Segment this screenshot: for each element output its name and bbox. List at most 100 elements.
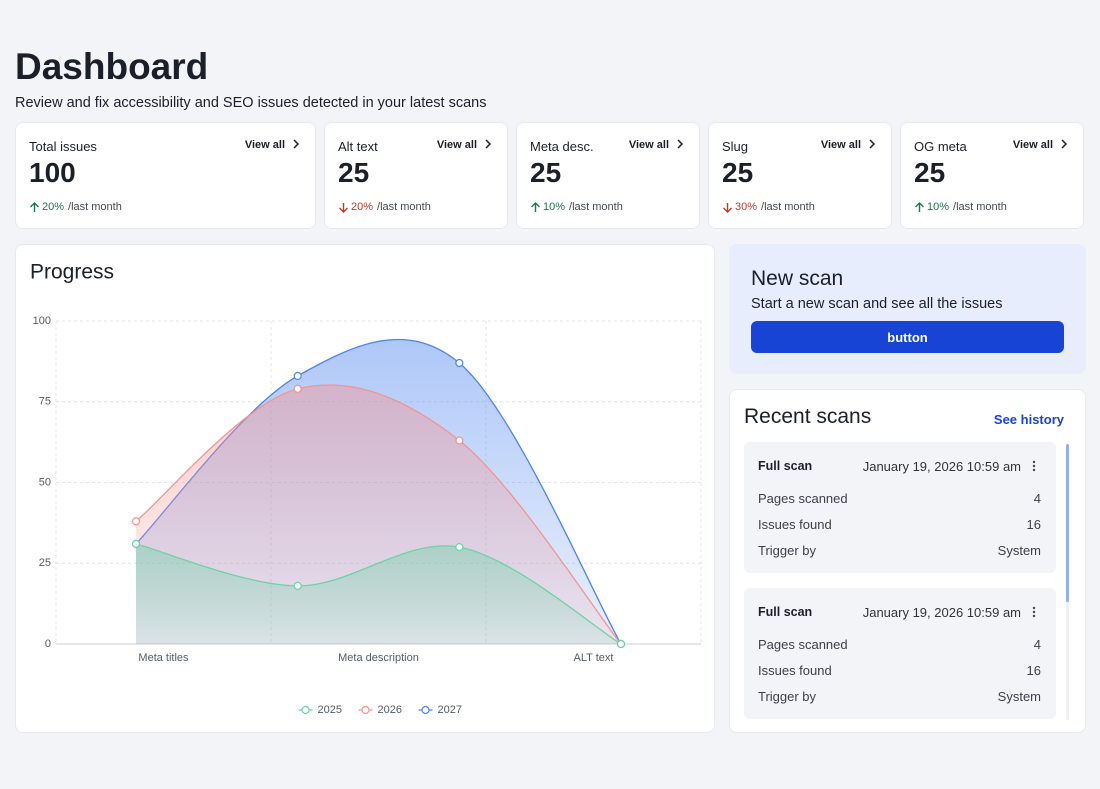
legend-label: 2027 <box>438 704 462 716</box>
y-tick-label: 100 <box>33 315 51 327</box>
x-tick-label: Meta description <box>338 652 419 664</box>
chevron <box>869 139 876 149</box>
change-period: /last month <box>953 201 1007 213</box>
y-tick-label: 50 <box>39 476 51 488</box>
dot <box>1032 468 1036 472</box>
stat-card: Alt text View all 25 20%/last month <box>324 122 508 229</box>
row-label: Trigger by <box>758 543 817 558</box>
change-period: /last month <box>569 201 623 213</box>
line <box>135 543 622 645</box>
point <box>293 581 302 590</box>
chevron-icon <box>1061 139 1068 149</box>
scan-item[interactable]: Full scan January 19, 2026 10:59 am Pages … <box>744 442 1056 573</box>
recent-scans-card: Recent scans See history Full scan Januar… <box>729 389 1086 733</box>
chevron-icon <box>677 139 684 149</box>
view-all-text: View all <box>1012 139 1053 151</box>
x-tick-label: ALT text <box>574 652 614 664</box>
scan-type: Full scan <box>758 605 813 619</box>
scan-row: Pages scanned 4 <box>758 637 1041 652</box>
stat-value: 25 <box>338 157 370 188</box>
dot <box>1032 460 1036 464</box>
page-subtitle: Review and fix accessibility and SEO iss… <box>15 95 487 111</box>
x-tick-label: Meta titles <box>138 652 189 664</box>
new-scan-text: Start a new scan and see all the issues <box>751 296 1003 312</box>
new-scan-card: New scan Start a new scan and see all th… <box>729 244 1086 374</box>
change-period: /last month <box>68 201 122 213</box>
point <box>293 371 302 381</box>
view-all-link[interactable]: View all <box>629 139 685 151</box>
chart-title: Progress <box>30 261 114 284</box>
row-label: Issues found <box>758 517 832 532</box>
arrow <box>915 201 924 212</box>
recent-scans-title: Recent scans <box>744 405 872 428</box>
scan-date: January 19, 2026 10:59 am <box>862 605 1021 620</box>
line <box>135 384 622 645</box>
point <box>616 639 626 649</box>
change-value: 30% <box>735 201 758 213</box>
stat-card: Slug View all 25 30%/last month <box>708 122 892 229</box>
arrow <box>723 202 732 213</box>
row-value: 4 <box>1033 637 1041 652</box>
chevron-icon <box>869 139 876 149</box>
stat-label: Alt text <box>338 139 378 154</box>
row-value: 16 <box>1026 663 1041 678</box>
page-title: Dashboard <box>15 46 209 87</box>
kebab-icon <box>1032 460 1036 472</box>
point <box>131 517 141 526</box>
row-label: Pages scanned <box>758 491 848 506</box>
scan-item[interactable]: Full scan January 19, 2026 10:59 am Pages … <box>744 588 1056 719</box>
stat-card: Meta desc. View all 25 10%/last month <box>516 122 700 229</box>
stat-change: 10%/last month <box>530 201 623 213</box>
trend-arrow <box>915 201 924 212</box>
scrollbar-thumb[interactable] <box>1066 444 1069 602</box>
chevron-icon <box>485 139 492 149</box>
legend-marker <box>301 705 310 715</box>
point <box>455 358 464 368</box>
trend-arrow <box>30 201 39 212</box>
scan-row: Issues found 16 <box>758 663 1041 678</box>
row-label: Pages scanned <box>758 637 848 652</box>
point <box>293 384 302 393</box>
stat-value: 25 <box>914 157 946 188</box>
stat-change: 20%/last month <box>338 201 431 213</box>
stat-label: Meta desc. <box>530 139 594 154</box>
arrow <box>30 201 39 212</box>
view-all-link[interactable]: View all <box>1013 139 1069 151</box>
scan-row: Trigger by System <box>758 543 1041 558</box>
chevron <box>677 139 684 149</box>
view-all-link[interactable]: View all <box>821 139 877 151</box>
change-value: 10% <box>927 201 950 213</box>
change-value: 10% <box>543 201 566 213</box>
legend-label: 2025 <box>318 704 342 716</box>
dot <box>1032 464 1036 468</box>
kebab-icon <box>1032 606 1036 618</box>
legend-marker <box>421 705 430 715</box>
y-tick-label: 25 <box>39 557 51 569</box>
new-scan-button[interactable]: button <box>751 321 1064 353</box>
progress-card: Progress 0 25 50 75 100 Meta titles Meta descr… <box>15 244 715 733</box>
stat-card: Total issues View all 100 20%/last month <box>15 122 316 229</box>
scan-list: Full scan January 19, 2026 10:59 am Pages … <box>730 442 1085 722</box>
chevron <box>293 139 300 149</box>
trend-arrow <box>531 201 540 212</box>
view-all-text: View all <box>820 139 861 151</box>
chevron-icon <box>293 139 300 149</box>
stat-card: OG meta View all 25 10%/last month <box>900 122 1084 229</box>
stat-change: 10%/last month <box>914 201 1007 213</box>
trend-arrow <box>723 202 732 213</box>
arrow <box>339 202 348 213</box>
scan-date: January 19, 2026 10:59 am <box>862 459 1021 474</box>
view-all-link[interactable]: View all <box>245 139 301 151</box>
see-history-link[interactable]: See history <box>993 412 1064 427</box>
view-all-link[interactable]: View all <box>437 139 493 151</box>
point <box>131 539 141 548</box>
view-all-text: View all <box>436 139 477 151</box>
stat-value: 25 <box>722 157 754 188</box>
row-value: System <box>997 543 1041 558</box>
scan-row: Trigger by System <box>758 689 1041 704</box>
row-value: 4 <box>1033 491 1041 506</box>
row-label: Trigger by <box>758 689 817 704</box>
change-value: 20% <box>351 201 374 213</box>
trend-arrow <box>339 202 348 213</box>
